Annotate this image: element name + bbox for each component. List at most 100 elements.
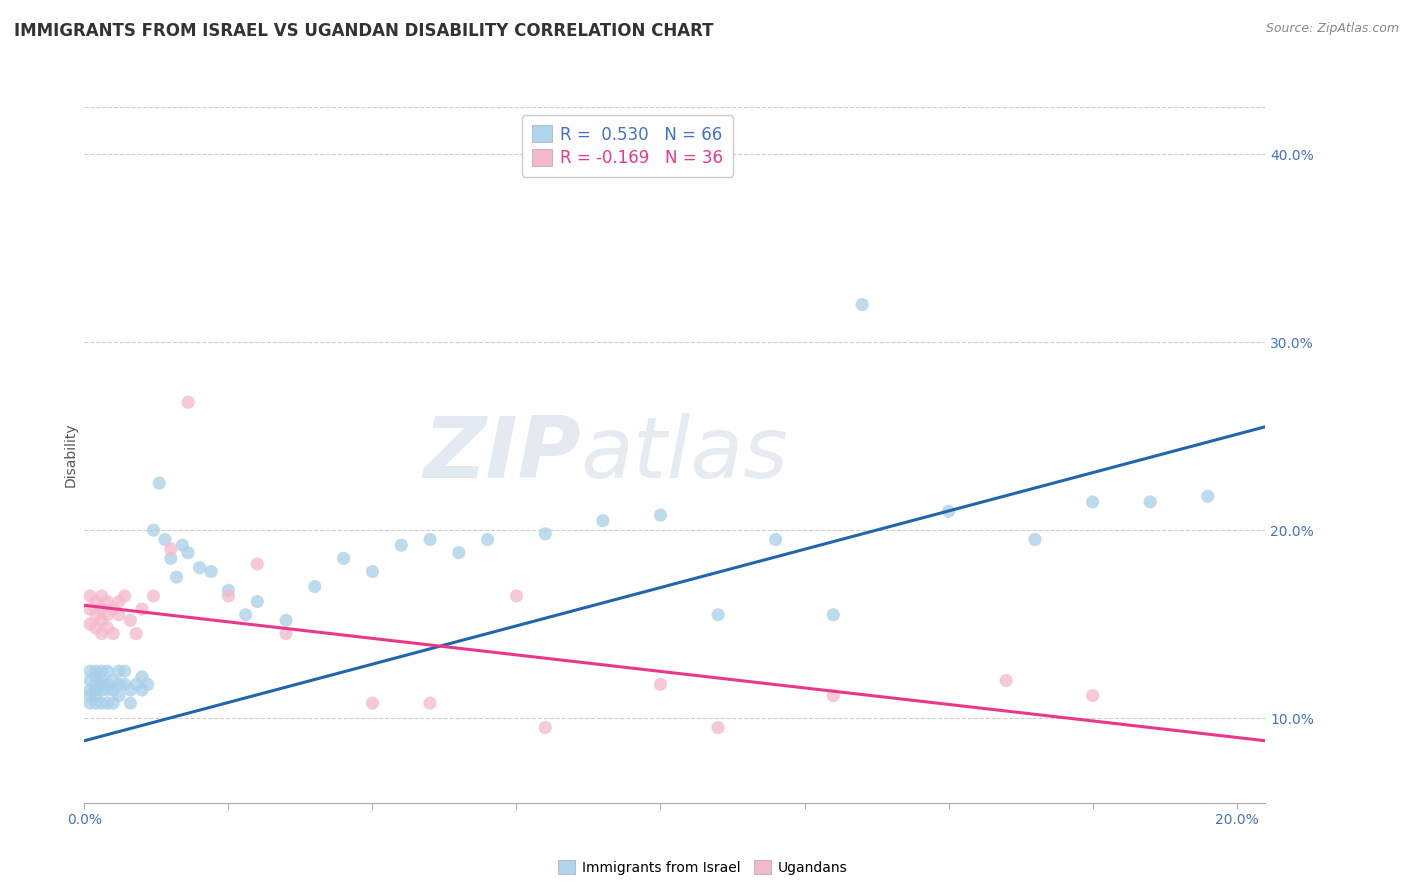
Point: [84, 689, 107, 703]
Point: [96, 683, 118, 698]
Point: [177, 395, 200, 409]
Point: [246, 557, 269, 571]
Point: [177, 546, 200, 560]
Point: [1139, 495, 1161, 509]
Point: [447, 546, 470, 560]
Point: [159, 551, 181, 566]
Point: [114, 589, 136, 603]
Point: [96, 677, 118, 691]
Point: [274, 614, 297, 628]
Point: [90, 696, 112, 710]
Point: [90, 664, 112, 678]
Point: [534, 527, 557, 541]
Point: [707, 721, 730, 735]
Point: [101, 696, 124, 710]
Point: [142, 589, 165, 603]
Point: [90, 683, 112, 698]
Point: [166, 570, 188, 584]
Point: [114, 664, 136, 678]
Point: [84, 621, 107, 635]
Point: [96, 621, 118, 635]
Text: Source: ZipAtlas.com: Source: ZipAtlas.com: [1265, 22, 1399, 36]
Point: [995, 673, 1018, 688]
Text: atlas: atlas: [581, 413, 789, 497]
Point: [823, 607, 845, 622]
Point: [332, 551, 354, 566]
Point: [159, 541, 181, 556]
Point: [304, 580, 326, 594]
Point: [650, 508, 672, 522]
Legend: R =  0.530   N = 66, R = -0.169   N = 36: R = 0.530 N = 66, R = -0.169 N = 36: [522, 115, 734, 177]
Point: [90, 589, 112, 603]
Point: [217, 589, 239, 603]
Point: [90, 614, 112, 628]
Point: [79, 683, 101, 698]
Point: [84, 696, 107, 710]
Point: [96, 607, 118, 622]
Point: [153, 533, 176, 547]
Point: [172, 538, 194, 552]
Point: [765, 533, 787, 547]
Point: [79, 664, 101, 678]
Point: [274, 626, 297, 640]
Point: [650, 677, 672, 691]
Point: [148, 476, 170, 491]
Point: [419, 533, 441, 547]
Point: [90, 602, 112, 616]
Point: [84, 670, 107, 684]
Point: [84, 677, 107, 691]
Point: [534, 721, 557, 735]
Point: [79, 673, 101, 688]
Point: [125, 677, 148, 691]
Point: [84, 664, 107, 678]
Point: [79, 589, 101, 603]
Point: [851, 297, 873, 311]
Point: [90, 673, 112, 688]
Text: IMMIGRANTS FROM ISRAEL VS UGANDAN DISABILITY CORRELATION CHART: IMMIGRANTS FROM ISRAEL VS UGANDAN DISABI…: [14, 22, 714, 40]
Point: [108, 689, 131, 703]
Point: [1081, 495, 1104, 509]
Legend: Immigrants from Israel, Ugandans: Immigrants from Israel, Ugandans: [553, 855, 853, 880]
Point: [114, 677, 136, 691]
Point: [79, 602, 101, 616]
Point: [79, 689, 101, 703]
Point: [361, 565, 384, 579]
Point: [136, 677, 159, 691]
Point: [79, 617, 101, 632]
Point: [707, 607, 730, 622]
Point: [84, 683, 107, 698]
Point: [108, 607, 131, 622]
Point: [131, 602, 153, 616]
Point: [101, 602, 124, 616]
Point: [108, 664, 131, 678]
Point: [592, 514, 614, 528]
Point: [120, 614, 142, 628]
Point: [108, 594, 131, 608]
Point: [84, 594, 107, 608]
Point: [84, 607, 107, 622]
Point: [131, 683, 153, 698]
Point: [505, 589, 527, 603]
Point: [188, 560, 211, 574]
Point: [96, 696, 118, 710]
Point: [101, 683, 124, 698]
Point: [235, 607, 257, 622]
Point: [1024, 533, 1046, 547]
Point: [142, 523, 165, 537]
Point: [1081, 689, 1104, 703]
Point: [120, 683, 142, 698]
Point: [108, 677, 131, 691]
Point: [90, 626, 112, 640]
Point: [217, 583, 239, 598]
Point: [131, 670, 153, 684]
Point: [96, 594, 118, 608]
Point: [361, 696, 384, 710]
Point: [938, 504, 960, 518]
Point: [96, 664, 118, 678]
Point: [246, 594, 269, 608]
Point: [79, 696, 101, 710]
Point: [101, 673, 124, 688]
Point: [1197, 489, 1219, 503]
Point: [120, 696, 142, 710]
Point: [90, 677, 112, 691]
